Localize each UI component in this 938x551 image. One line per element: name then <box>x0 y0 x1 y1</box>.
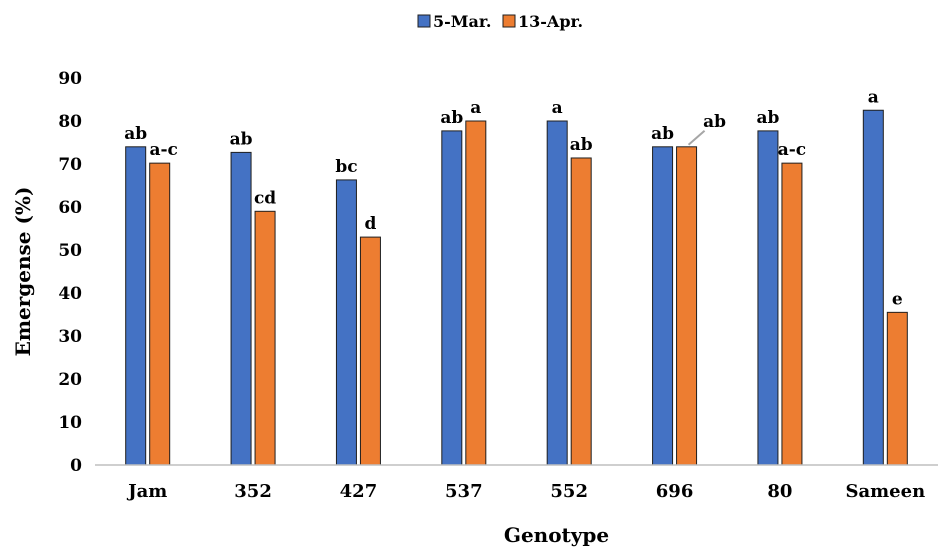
y-tick-label: 10 <box>58 413 82 433</box>
y-tick-label: 60 <box>58 198 82 218</box>
x-tick-label: 427 <box>340 481 378 502</box>
bar-apr <box>570 157 592 466</box>
data-label: a-c <box>778 140 806 160</box>
x-tick-label: 80 <box>767 481 792 502</box>
bar-apr <box>781 162 803 466</box>
x-tick-label: 696 <box>656 481 694 502</box>
y-axis-label: Emergense (%) <box>11 187 35 357</box>
bar-mar <box>546 120 568 466</box>
data-label: e <box>892 289 903 309</box>
data-label: ab <box>651 124 674 144</box>
bar-apr <box>149 162 171 466</box>
x-axis: Jam 352 427 537 552 696 80 Sameen <box>126 481 925 502</box>
bar-mar <box>335 179 357 466</box>
data-label: cd <box>254 188 276 208</box>
x-tick-label: Jam <box>126 481 167 502</box>
bar-mar <box>652 146 674 466</box>
y-tick-label: 80 <box>58 112 82 132</box>
bar-apr <box>359 236 381 466</box>
data-label: a <box>552 98 563 118</box>
bar-mar <box>125 146 147 466</box>
x-axis-label: Genotype <box>504 523 609 547</box>
legend-swatch <box>417 14 431 28</box>
bar-mar <box>230 151 252 466</box>
y-tick-label: 70 <box>58 155 82 175</box>
legend-label: 13-Apr. <box>518 12 583 31</box>
data-label: ab <box>230 129 253 149</box>
x-tick-label: Sameen <box>845 481 925 502</box>
bar-mar <box>757 130 779 466</box>
data-label: ab <box>440 108 463 128</box>
bar-apr <box>254 210 276 466</box>
legend-label: 5-Mar. <box>433 12 491 31</box>
data-label: bc <box>335 157 357 177</box>
data-label: ab <box>570 135 593 155</box>
x-tick-label: 537 <box>445 481 483 502</box>
x-tick-label: 552 <box>550 481 588 502</box>
data-label: d <box>364 214 376 234</box>
legend: 5-Mar. 13-Apr. <box>417 12 583 31</box>
bar-mar <box>862 109 884 466</box>
y-tick-label: 90 <box>58 69 82 89</box>
y-tick-label: 20 <box>58 370 82 390</box>
x-tick-label: 352 <box>234 481 272 502</box>
leader-line <box>687 130 706 146</box>
data-label: a-c <box>149 140 177 160</box>
data-label: a <box>868 87 879 107</box>
bar-mar <box>441 130 463 466</box>
bar-apr <box>465 120 487 466</box>
bar-apr <box>886 311 908 466</box>
y-axis: 0 10 20 30 40 50 60 70 80 90 <box>58 69 82 476</box>
y-tick-label: 30 <box>58 327 82 347</box>
y-tick-label: 50 <box>58 241 82 261</box>
legend-swatch <box>502 14 516 28</box>
data-label: ab <box>124 124 147 144</box>
y-tick-label: 40 <box>58 284 82 304</box>
data-label: a <box>470 98 481 118</box>
bar-apr <box>676 146 698 466</box>
data-label: ab <box>703 112 726 132</box>
data-label: ab <box>756 108 779 128</box>
y-tick-label: 0 <box>70 456 82 476</box>
